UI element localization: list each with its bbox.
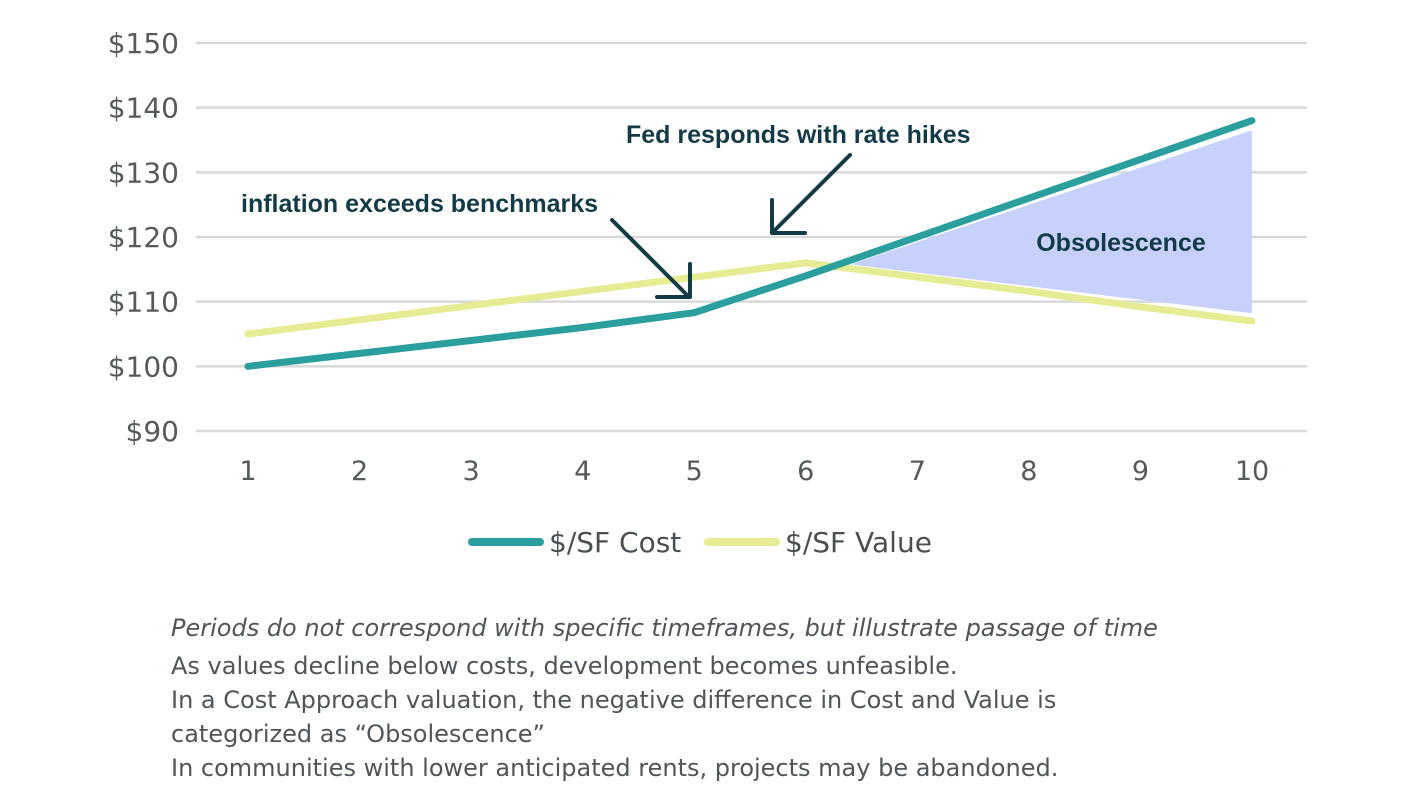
- gridlines: [196, 41, 1307, 433]
- legend: $/SF Cost $/SF Value: [468, 526, 932, 559]
- annotation-fed: Fed responds with rate hikes: [626, 121, 971, 149]
- obsolescence-label: Obsolescence: [1036, 229, 1206, 257]
- y-tick-label: $120: [108, 221, 179, 254]
- x-tick-label: 5: [686, 456, 703, 487]
- series-line-cost: [244, 117, 1256, 370]
- x-tick-label: 9: [1132, 456, 1149, 487]
- legend-label-cost: $/SF Cost: [549, 526, 681, 559]
- x-tick-label: 4: [574, 456, 591, 487]
- y-tick-label: $110: [108, 286, 179, 319]
- x-tick-label: 6: [797, 456, 814, 487]
- y-axis-ticks: $90 $100 $110 $120 $130 $140 $150: [108, 27, 179, 448]
- arrow-fed-shaft: [770, 153, 852, 235]
- line-chart: $90$100$110$120$130$140$150 1 2 3 4 5 6 7 8 9 10 …: [108, 27, 1307, 559]
- arrow-inflation-shaft: [610, 218, 691, 299]
- obsolescence-area: [850, 130, 1252, 314]
- legend-label-value: $/SF Value: [785, 526, 932, 559]
- x-tick-label: 7: [909, 456, 926, 487]
- arrow-inflation-head: [655, 262, 692, 299]
- y-tick-label: $90: [126, 415, 179, 448]
- series-line-value: [244, 259, 1256, 338]
- notes-line-2: In a Cost Approach valuation, the negati…: [171, 686, 1057, 748]
- notes-line-1: As values decline below costs, developme…: [171, 652, 958, 680]
- y-tick-label: $150: [108, 27, 179, 60]
- x-tick-label: 1: [239, 456, 256, 487]
- y-tick-label: $100: [108, 350, 179, 383]
- series-lines: [244, 117, 1256, 370]
- x-axis-ticks: 1 2 3 4 5 6 7 8 9 10: [239, 456, 1269, 487]
- arrow-fed-head: [770, 198, 807, 235]
- chart-notes: Periods do not correspond with specific …: [171, 611, 1351, 785]
- x-tick-label: 10: [1235, 456, 1269, 487]
- annotation-inflation: inflation exceeds benchmarks: [241, 190, 598, 218]
- x-tick-label: 3: [463, 456, 480, 487]
- y-tick-label: $140: [108, 92, 179, 125]
- notes-line-3: In communities with lower anticipated re…: [171, 754, 1059, 782]
- x-tick-label: 2: [351, 456, 368, 487]
- y-tick-label: $130: [108, 156, 179, 189]
- x-tick-label: 8: [1020, 456, 1037, 487]
- notes-italic: Periods do not correspond with specific …: [171, 614, 1158, 642]
